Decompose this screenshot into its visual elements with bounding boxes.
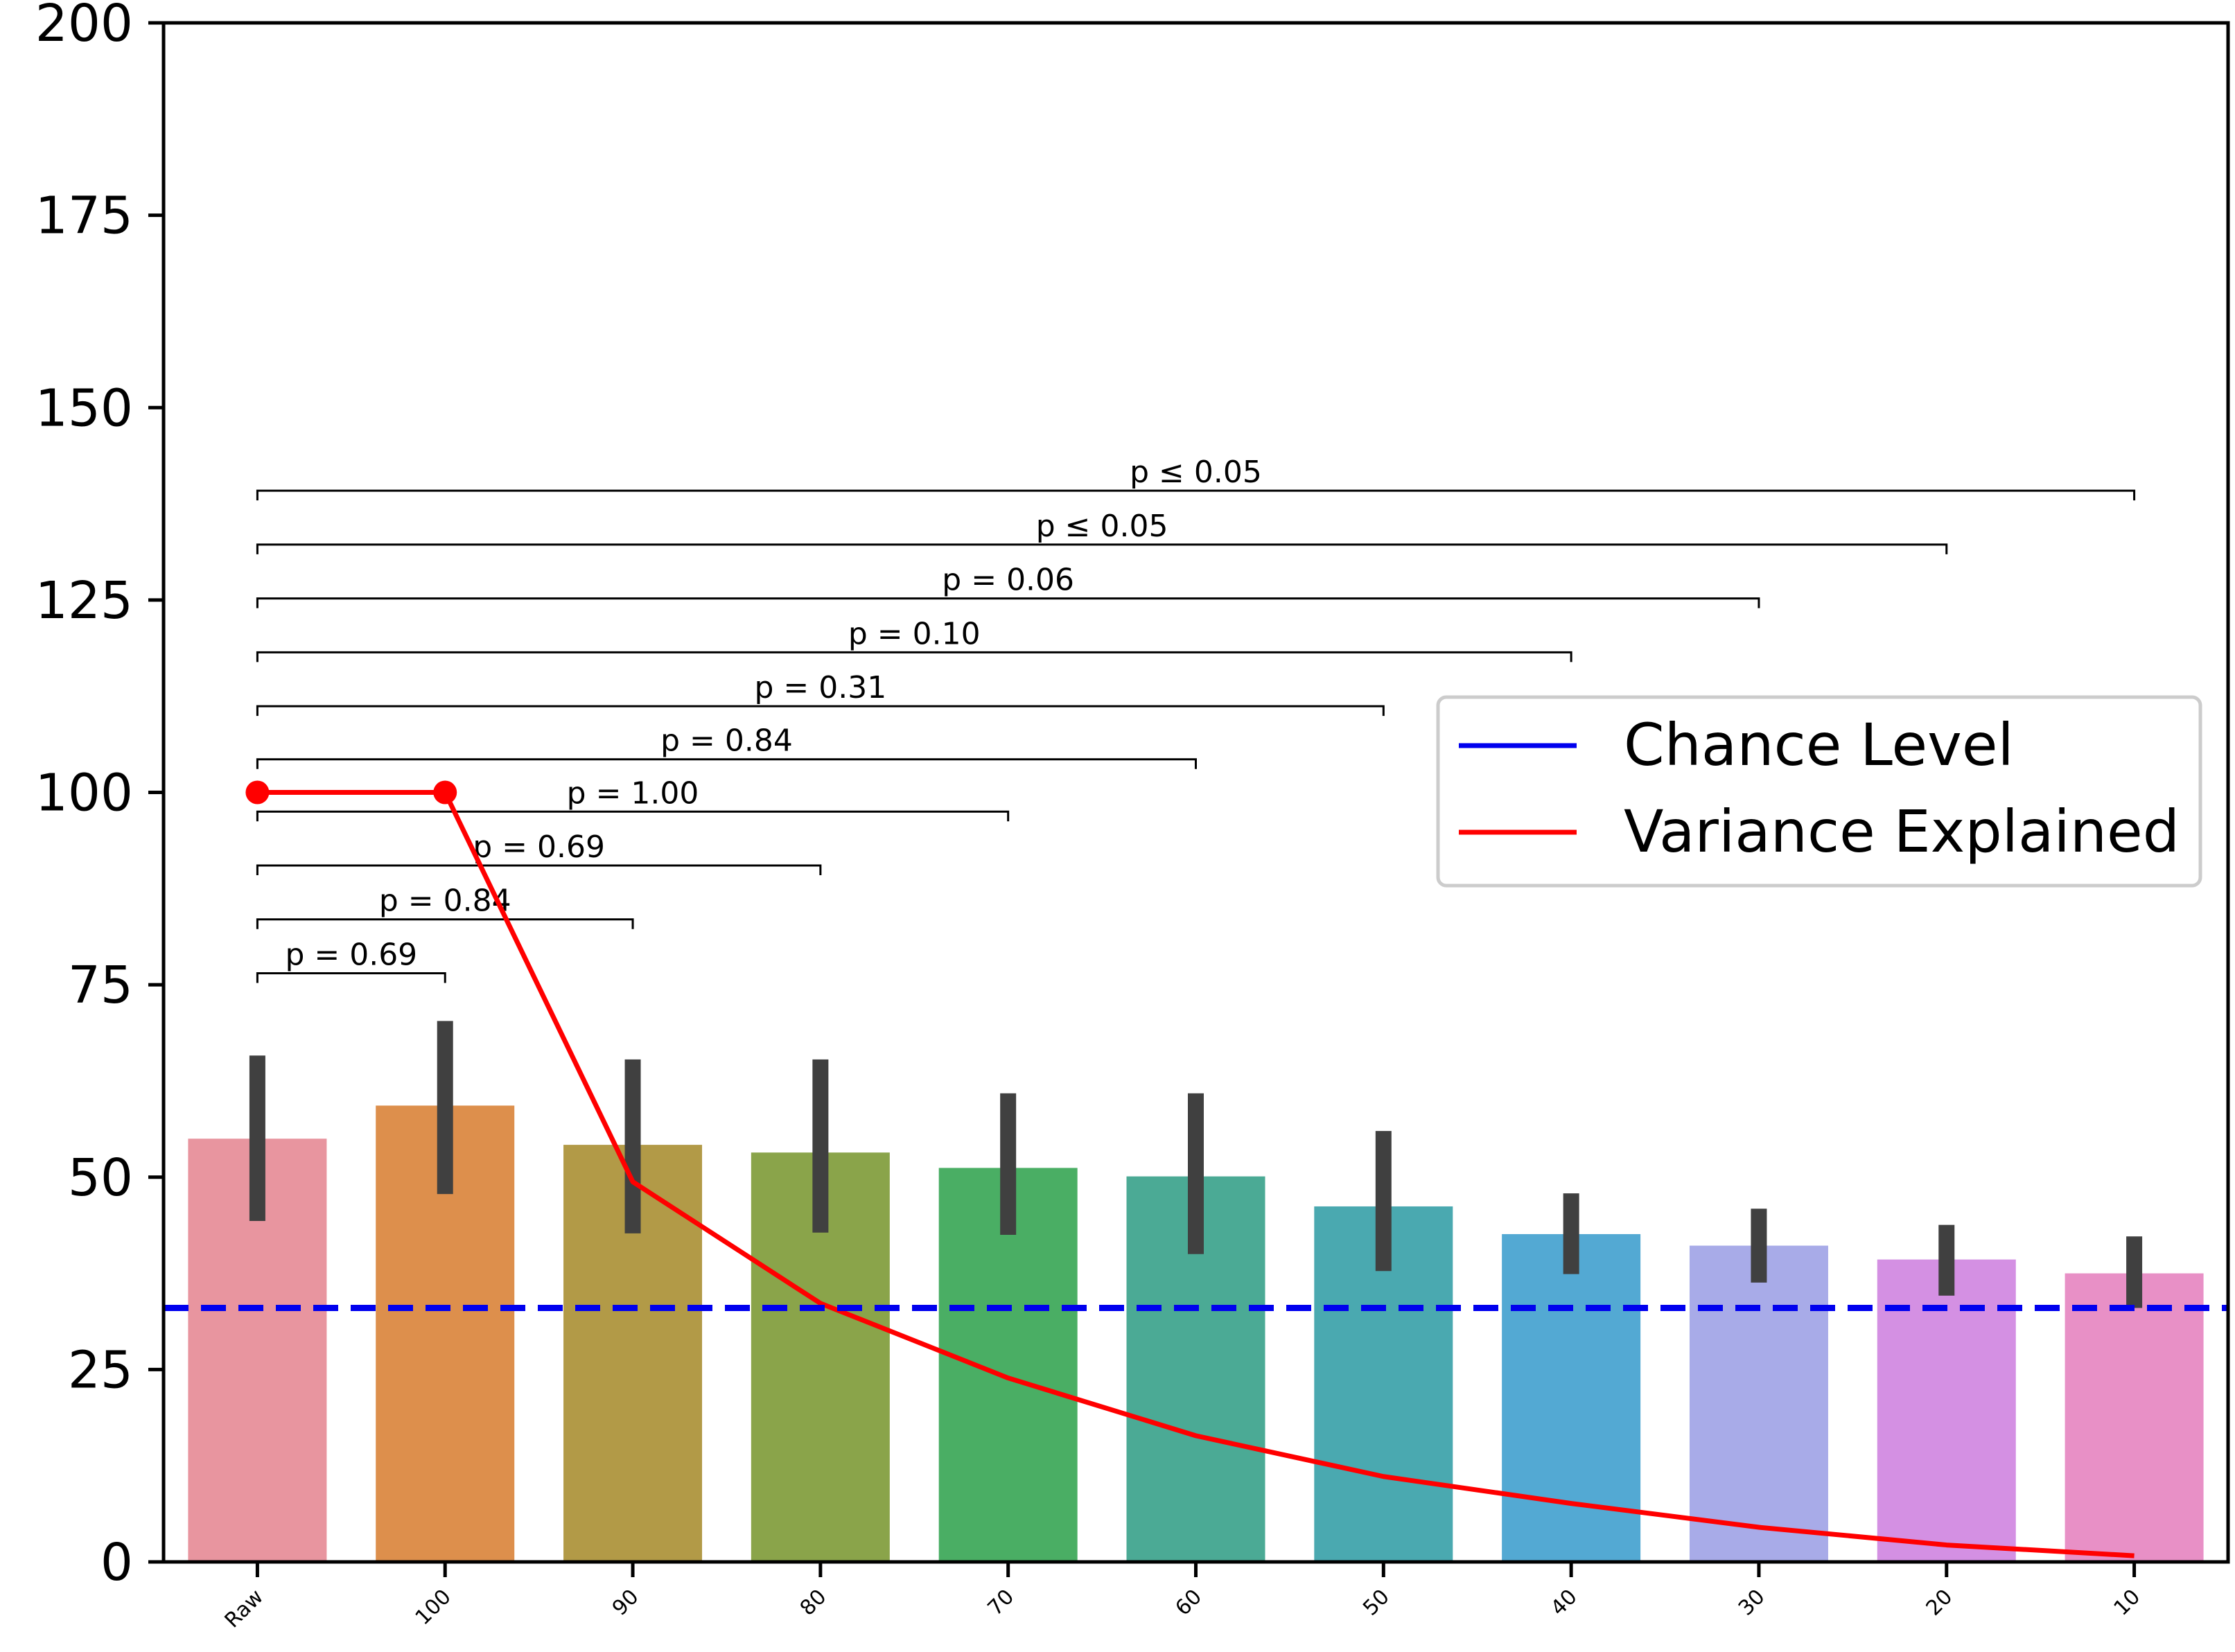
x-tick-label-50: 50 (1358, 1585, 1394, 1621)
significance-label-4: p = 1.00 (567, 775, 699, 811)
legend-label-1: Chance Level (1624, 711, 2014, 779)
legend-label-2: Variance Explained (1624, 798, 2180, 865)
variance-explained-marker-Raw (245, 780, 270, 805)
x-tick-label-80: 80 (796, 1585, 832, 1621)
significance-label-1: p = 0.69 (285, 937, 417, 972)
x-tick-label-60: 60 (1171, 1585, 1207, 1621)
y-tick-label-125: 125 (35, 571, 133, 631)
x-tick-label-Raw: Raw (220, 1585, 268, 1633)
significance-bracket-8 (256, 597, 1760, 608)
y-tick-label-150: 150 (35, 378, 133, 438)
significance-bracket-2 (256, 918, 634, 929)
x-tick-label-70: 70 (983, 1585, 1019, 1621)
y-tick-label-50: 50 (68, 1148, 133, 1208)
x-tick-label-10: 10 (2109, 1585, 2145, 1621)
significance-bracket-9 (256, 543, 1948, 554)
significance-bracket-1 (256, 972, 446, 983)
significance-label-8: p = 0.06 (942, 563, 1074, 598)
legend: Chance Level Variance Explained (1436, 695, 2202, 888)
y-tick-label-200: 200 (35, 0, 133, 53)
significance-bracket-7 (256, 651, 1572, 662)
significance-label-7: p = 0.10 (848, 616, 981, 651)
significance-label-3: p = 0.69 (473, 829, 605, 865)
bar-30 (1689, 1245, 1828, 1562)
significance-bracket-10 (256, 489, 2136, 501)
x-tick-label-100: 100 (411, 1585, 456, 1630)
y-tick-label-100: 100 (35, 764, 133, 823)
significance-label-5: p = 0.84 (660, 723, 793, 759)
y-tick-label-75: 75 (68, 956, 133, 1015)
variance-explained-line (257, 790, 2135, 1558)
x-tick-label-20: 20 (1922, 1585, 1958, 1621)
y-tick-label-0: 0 (100, 1533, 133, 1592)
significance-label-9: p ≤ 0.05 (1036, 509, 1168, 544)
y-tick-label-175: 175 (35, 186, 133, 246)
significance-brackets-layer: p = 0.69p = 0.84p = 0.69p = 1.00p = 0.84… (256, 455, 2136, 983)
significance-bracket-6 (256, 705, 1385, 717)
significance-bracket-4 (256, 810, 1010, 822)
variance-explained-marker-100 (433, 780, 457, 805)
significance-bracket-3 (256, 864, 822, 875)
error-bars-layer (249, 1021, 2143, 1308)
bar-40 (1502, 1233, 1641, 1562)
significance-label-6: p = 0.31 (754, 670, 886, 705)
bar-10 (2065, 1273, 2204, 1562)
legend-box (1436, 695, 2202, 888)
x-tick-label-30: 30 (1734, 1585, 1770, 1621)
x-tick-label-90: 90 (608, 1585, 644, 1621)
x-tick-label-40: 40 (1546, 1585, 1582, 1621)
significance-bracket-5 (256, 758, 1197, 769)
significance-label-10: p ≤ 0.05 (1130, 455, 1262, 490)
variance-line-layer (245, 780, 2135, 1558)
y-tick-label-25: 25 (68, 1340, 133, 1400)
